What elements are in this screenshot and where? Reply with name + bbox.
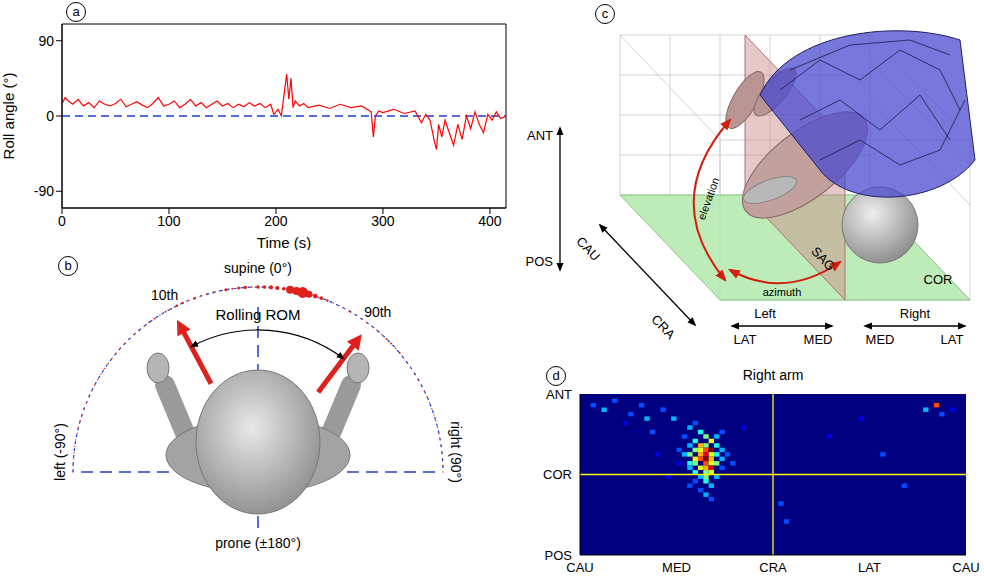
svg-text:Rolling ROM: Rolling ROM (215, 306, 300, 323)
html-text:a: a (72, 4, 80, 19)
svg-text:LAT: LAT (941, 332, 964, 347)
svg-text:Roll angle (°): Roll angle (°) (0, 73, 17, 160)
svg-text:Time (s): Time (s) (257, 234, 311, 250)
svg-text:200: 200 (264, 213, 288, 229)
svg-text:elevation: elevation (695, 176, 721, 221)
svg-text:POS: POS (545, 548, 573, 563)
svg-text:SAG: SAG (808, 244, 838, 274)
svg-text:90: 90 (38, 33, 54, 49)
svg-text:MED: MED (866, 332, 895, 347)
svg-text:10th: 10th (151, 287, 178, 303)
svg-text:400: 400 (478, 213, 502, 229)
svg-text:CAU: CAU (573, 234, 603, 264)
svg-text:prone (±180°): prone (±180°) (215, 535, 301, 551)
svg-text:Left: Left (754, 306, 776, 321)
svg-text:LAT: LAT (734, 332, 757, 347)
svg-text:ANT: ANT (546, 387, 572, 402)
svg-text:supine (0°): supine (0°) (224, 260, 292, 276)
svg-text:CAU: CAU (566, 560, 594, 576)
svg-text:left (-90°): left (-90°) (52, 423, 68, 481)
svg-text:-90: -90 (34, 183, 54, 199)
html-text:b: b (64, 258, 72, 273)
html-text:d: d (552, 368, 560, 383)
svg-text:0: 0 (46, 108, 54, 124)
svg-text:right (90°): right (90°) (448, 421, 464, 483)
svg-text:COR: COR (543, 467, 572, 482)
svg-text:90th: 90th (364, 304, 391, 320)
svg-text:COR: COR (924, 272, 953, 287)
svg-text:MED: MED (804, 332, 833, 347)
svg-text:0: 0 (58, 213, 66, 229)
svg-text:100: 100 (157, 213, 181, 229)
svg-text:POS: POS (526, 254, 554, 269)
svg-text:azimuth: azimuth (763, 286, 802, 298)
svg-text:LAT: LAT (858, 560, 881, 575)
svg-text:CRA: CRA (759, 560, 787, 575)
svg-text:CAU: CAU (952, 560, 979, 575)
html-text:c: c (601, 6, 609, 21)
svg-text:MED: MED (662, 560, 691, 575)
svg-text:ANT: ANT (527, 128, 553, 143)
svg-text:300: 300 (371, 213, 395, 229)
svg-text:CRA: CRA (648, 312, 678, 342)
svg-text:Right: Right (900, 306, 931, 321)
html-text:Right arm: Right arm (742, 367, 804, 383)
